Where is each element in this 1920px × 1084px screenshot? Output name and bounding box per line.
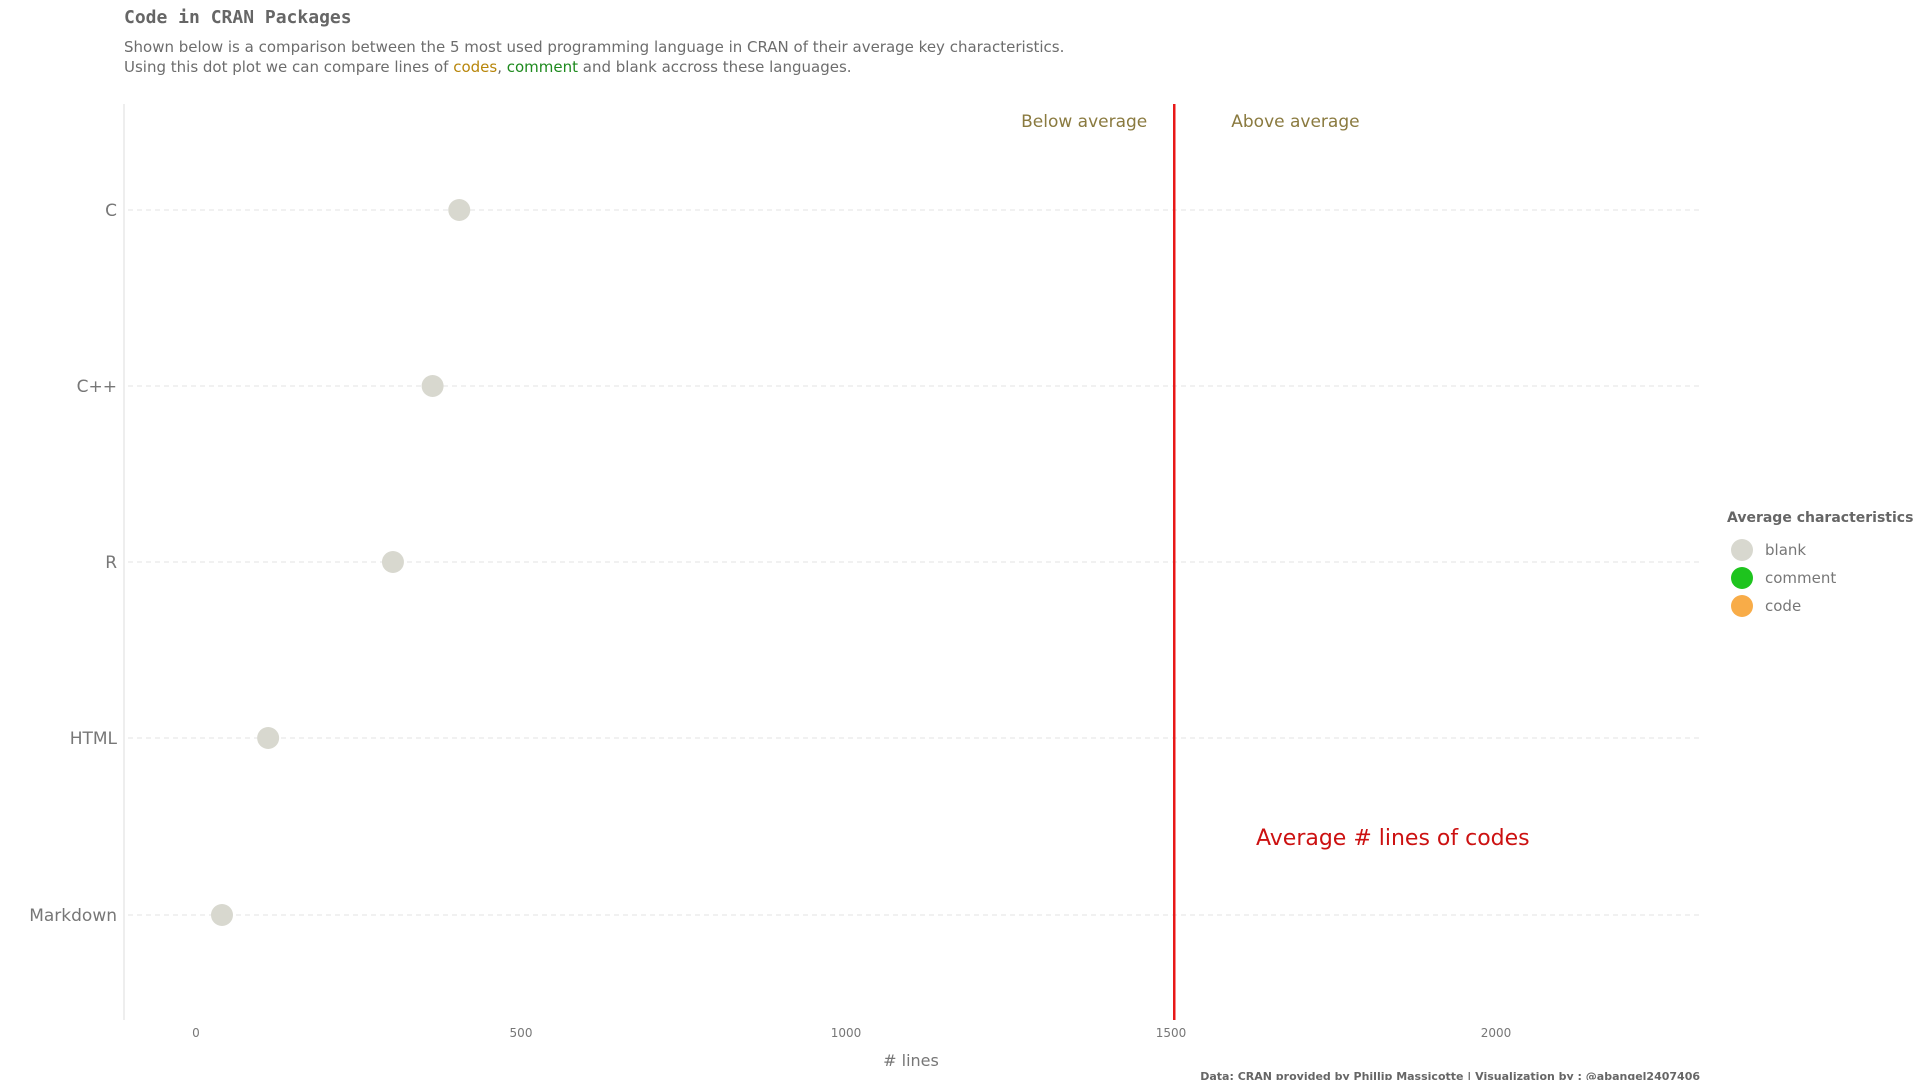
- x-tick-labels: 0 500 1000 1500 2000: [192, 1026, 1511, 1040]
- x-tick-label: 1000: [831, 1026, 862, 1040]
- x-tick-label: 2000: [1481, 1026, 1512, 1040]
- legend: Average characteristics blank comment code: [1727, 510, 1913, 617]
- subtitle-text-after: and blank accross these languages.: [578, 58, 852, 76]
- data-point-blank: [448, 199, 471, 221]
- x-tick-label: 500: [510, 1026, 533, 1040]
- legend-swatch: [1731, 539, 1753, 561]
- x-tick-label: 0: [192, 1026, 200, 1040]
- y-tick-label: Markdown: [29, 906, 117, 926]
- chart-subtitle-line2: Using this dot plot we can compare lines…: [124, 58, 852, 76]
- legend-item-label: comment: [1765, 569, 1836, 587]
- y-tick-label: HTML: [70, 729, 118, 749]
- y-tick-label: C: [105, 201, 117, 221]
- data-point-blank: [211, 904, 233, 926]
- grid-lines: [128, 209, 1700, 916]
- legend-title: Average characteristics: [1727, 510, 1913, 526]
- data-points: [211, 199, 471, 926]
- y-tick-labels: C C++ R HTML Markdown: [29, 201, 117, 926]
- legend-item-label: code: [1765, 597, 1801, 615]
- chart-title: Code in CRAN Packages: [124, 7, 352, 28]
- subtitle-comma: ,: [497, 58, 507, 76]
- legend-item-label: blank: [1765, 541, 1806, 559]
- average-line-label: Average # lines of codes: [1256, 826, 1530, 851]
- annotation-above-average: Above average: [1231, 112, 1359, 132]
- y-tick-label: C++: [77, 377, 117, 397]
- subtitle-codes-word: codes: [453, 58, 497, 76]
- subtitle-text-before: Using this dot plot we can compare lines…: [124, 58, 453, 76]
- x-axis-label: # lines: [883, 1051, 939, 1070]
- legend-swatch: [1731, 567, 1753, 589]
- subtitle-comment-word: comment: [507, 58, 578, 76]
- legend-swatch: [1731, 595, 1753, 617]
- annotation-below-average: Below average: [1021, 112, 1147, 132]
- y-tick-label: R: [105, 553, 117, 573]
- data-point-blank: [421, 375, 444, 397]
- x-tick-label: 1500: [1156, 1026, 1187, 1040]
- data-point-blank: [257, 727, 280, 749]
- chart-caption: Data: CRAN provided by Phillip Massicott…: [1200, 1070, 1700, 1080]
- data-point-blank: [381, 551, 404, 573]
- chart-subtitle-line1: Shown below is a comparison between the …: [124, 38, 1064, 56]
